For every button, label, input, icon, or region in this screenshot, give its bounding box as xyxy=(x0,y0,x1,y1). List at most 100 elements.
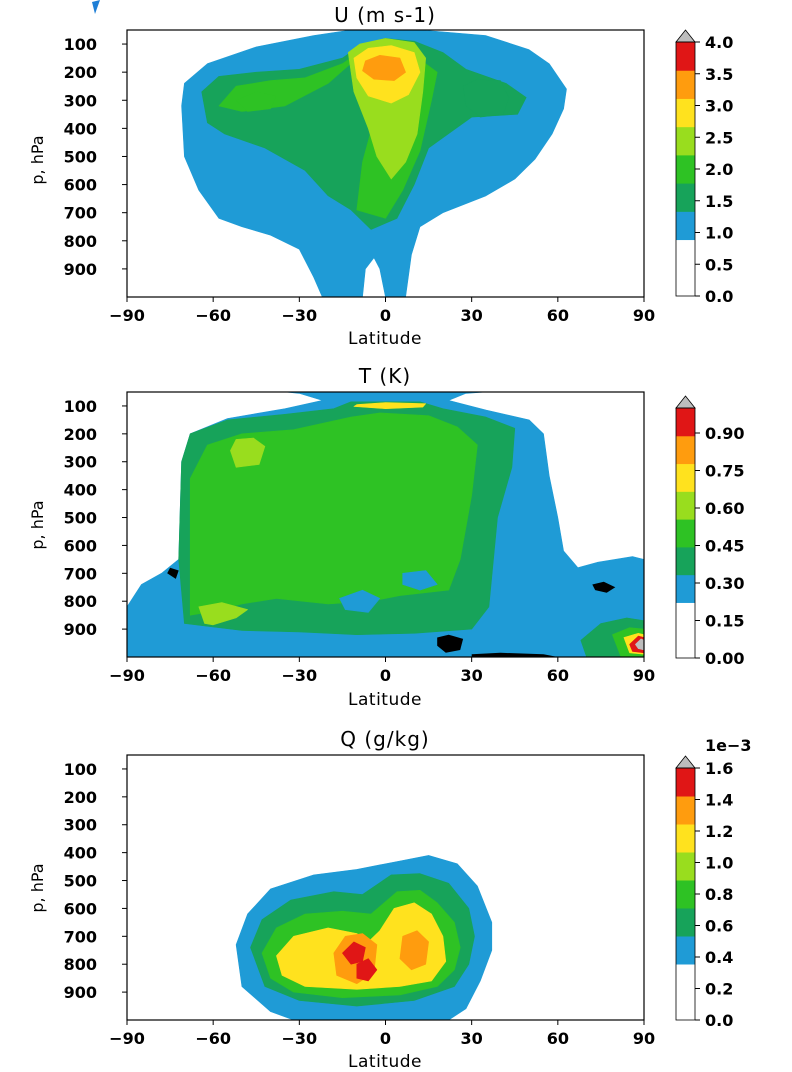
colorbar-band xyxy=(676,796,695,825)
colorbar-tick-label: 0.15 xyxy=(705,612,744,631)
y-tick-label: 700 xyxy=(64,204,97,223)
y-tick-label: 500 xyxy=(64,872,97,891)
contour-region-lime xyxy=(230,437,266,468)
x-tick-label: 30 xyxy=(461,666,483,685)
y-tick-label: 400 xyxy=(64,481,97,500)
y-axis-ticks: 100 200 300 400 500 600 700 800 900 xyxy=(64,397,127,639)
colorbar-tick-label: 1.5 xyxy=(705,192,733,211)
colorbar: 0.0 0.5 1.0 1.5 2.0 2.5 3.0 3.5 4.0 xyxy=(675,29,733,306)
colorbar-tick-label: 0.4 xyxy=(705,948,733,967)
x-tick-label: 0 xyxy=(380,1029,391,1048)
contour-region-darkgreen xyxy=(462,78,510,118)
colorbar-band xyxy=(676,491,695,520)
colorbar-tick-label: 0.2 xyxy=(705,980,733,999)
x-tick-label: −90 xyxy=(109,306,145,325)
contour-fills xyxy=(235,855,493,1020)
contour-region-white xyxy=(471,652,558,657)
y-tick-label: 200 xyxy=(64,788,97,807)
colorbar-band xyxy=(676,239,695,269)
y-axis-label: p, hPa xyxy=(28,863,47,912)
colorbar-tick-label: 3.5 xyxy=(705,65,733,84)
colorbar-band xyxy=(676,546,695,576)
x-tick-label: −30 xyxy=(281,1029,317,1048)
colorbar-band xyxy=(676,154,695,184)
colorbar-tick-label: 3.0 xyxy=(705,97,733,116)
contour-region-blue xyxy=(402,570,438,591)
y-tick-label: 200 xyxy=(64,425,97,444)
colorbar-tick-label: 2.5 xyxy=(705,128,733,147)
y-tick-label: 300 xyxy=(64,453,97,472)
colorbar-tick-label: 0.00 xyxy=(705,649,744,668)
y-tick-label: 800 xyxy=(64,592,97,611)
x-tick-label: 90 xyxy=(633,306,655,325)
colorbar-tick-label: 0.8 xyxy=(705,885,733,904)
colorbar-band xyxy=(676,70,695,99)
colorbar-band xyxy=(676,908,695,937)
contour-region-green xyxy=(189,412,478,616)
colorbar-extend-arrow xyxy=(675,29,696,43)
y-tick-label: 100 xyxy=(64,35,97,54)
y-axis-ticks: 100 200 300 400 500 600 700 800 900 xyxy=(64,760,127,1002)
contour-region-red xyxy=(342,941,366,965)
y-tick-label: 700 xyxy=(64,564,97,583)
colorbar-tick-label: 0.6 xyxy=(705,917,733,936)
y-tick-label: 100 xyxy=(64,397,97,416)
colorbar-tick-label: 0.0 xyxy=(705,287,733,306)
colorbar-frame xyxy=(675,407,696,659)
colorbar-band xyxy=(676,183,695,212)
y-tick-label: 200 xyxy=(64,63,97,82)
colorbar-band xyxy=(676,574,695,603)
colorbar-band xyxy=(676,463,695,492)
colorbar-band xyxy=(676,435,695,465)
x-tick-label: −90 xyxy=(109,666,145,685)
contour-fills xyxy=(181,30,567,297)
contour-region-orange xyxy=(362,54,406,81)
colorbar-band xyxy=(676,211,695,241)
colorbar-band xyxy=(676,992,695,1021)
colorbar-offset-label: 1e−3 xyxy=(705,736,752,755)
x-tick-label: 90 xyxy=(633,666,655,685)
colorbar-tick-label: 1.0 xyxy=(705,854,733,873)
contour-region-lime xyxy=(198,602,248,626)
contour-region-white xyxy=(167,567,179,579)
y-tick-label: 500 xyxy=(64,147,97,166)
x-tick-label: −60 xyxy=(195,1029,231,1048)
y-tick-label: 900 xyxy=(64,620,97,639)
colorbar-tick-label: 1.2 xyxy=(705,822,733,841)
colorbar-band xyxy=(676,852,695,881)
y-tick-label: 900 xyxy=(64,260,97,279)
y-tick-label: 100 xyxy=(64,760,97,779)
colorbar-band xyxy=(676,964,695,993)
x-tick-label: −60 xyxy=(195,666,231,685)
y-tick-label: 600 xyxy=(64,536,97,555)
colorbar-band xyxy=(676,98,695,128)
colorbar-tick-label: 0.5 xyxy=(705,255,733,274)
colorbar-extend-arrow xyxy=(675,395,696,409)
colorbar-band xyxy=(676,519,695,548)
y-axis-ticks: 100 200 300 400 500 600 700 800 900 xyxy=(64,35,127,279)
colorbar: 0.00 0.15 0.30 0.45 0.60 0.75 0.90 xyxy=(675,395,744,668)
x-tick-label: 60 xyxy=(547,666,569,685)
y-tick-label: 400 xyxy=(64,844,97,863)
contour-region-white xyxy=(437,634,464,653)
colorbar-band xyxy=(676,936,695,965)
contour-region-red xyxy=(356,958,378,982)
y-tick-label: 900 xyxy=(64,983,97,1002)
colorbar: 0.0 0.2 0.4 0.6 0.8 1.0 1.2 1.4 1.6 xyxy=(675,755,733,1030)
colorbar-tick-label: 0.60 xyxy=(705,499,744,518)
x-tick-label: 30 xyxy=(461,1029,483,1048)
colorbar-band xyxy=(676,126,695,156)
chart-title: Q (g/kg) xyxy=(340,727,429,751)
colorbar-tick-label: 0.0 xyxy=(705,1011,733,1030)
y-tick-label: 800 xyxy=(64,232,97,251)
x-axis-label: Latitude xyxy=(348,690,422,710)
colorbar-tick-label: 1.6 xyxy=(705,759,733,778)
y-axis-label: p, hPa xyxy=(28,135,47,184)
x-axis-label: Latitude xyxy=(348,329,422,349)
x-tick-label: 90 xyxy=(633,1029,655,1048)
y-tick-label: 500 xyxy=(64,509,97,528)
x-tick-label: −90 xyxy=(109,1029,145,1048)
